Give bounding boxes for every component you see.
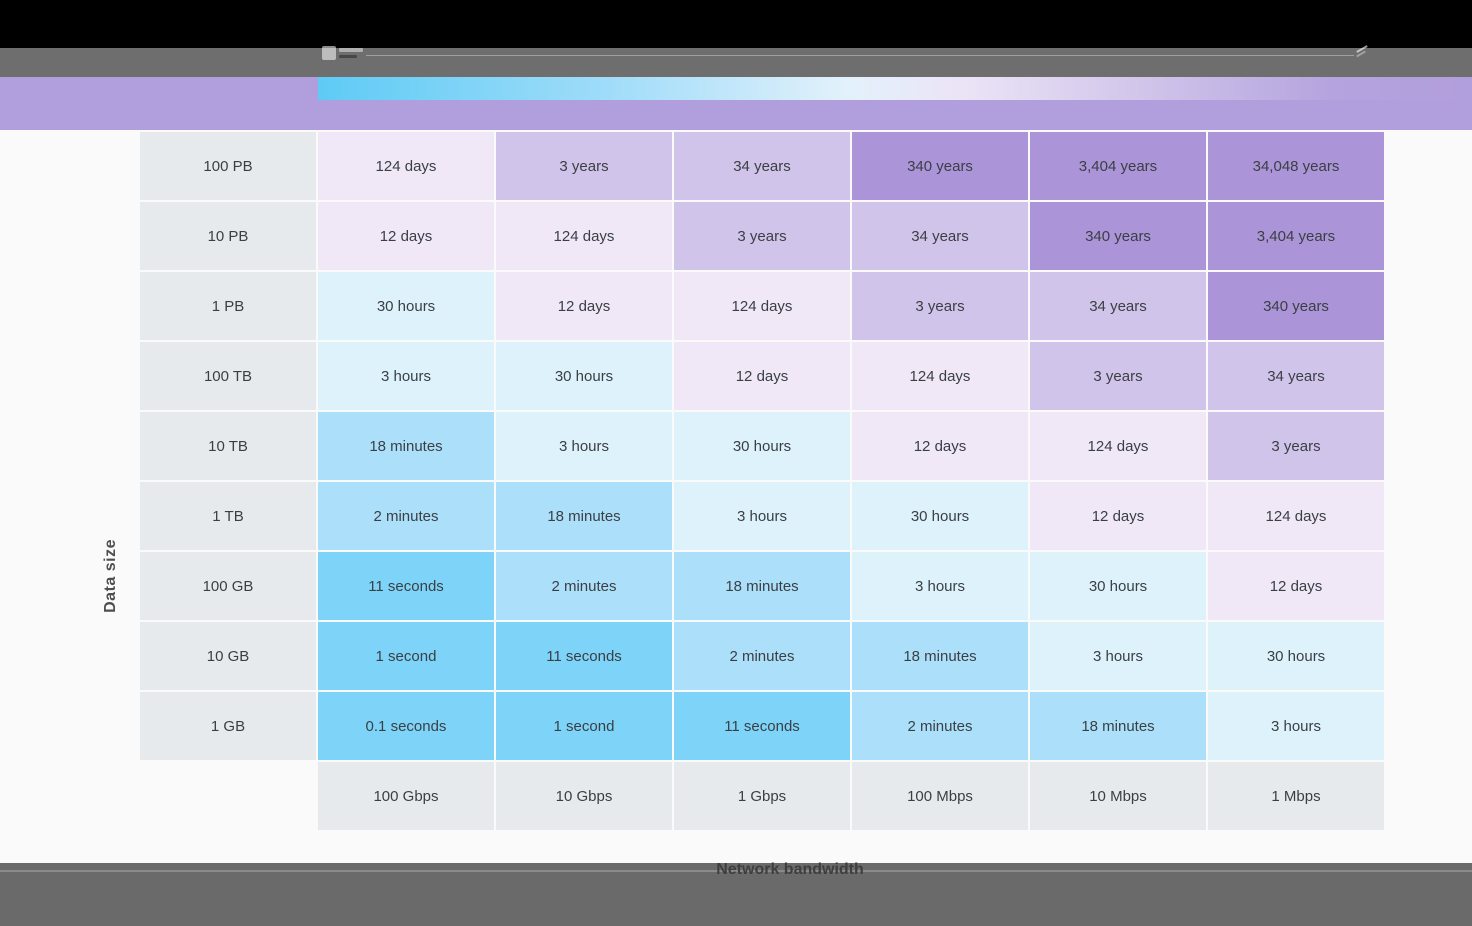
matrix-cell: 3 years (852, 272, 1028, 340)
row-label: 1 PB (140, 272, 316, 340)
matrix-cell: 11 seconds (318, 552, 494, 620)
matrix-cell: 11 seconds (496, 622, 672, 690)
matrix-cell: 34 years (674, 132, 850, 200)
row-label: 100 PB (140, 132, 316, 200)
row-label: 10 TB (140, 412, 316, 480)
column-label: 100 Gbps (318, 762, 494, 830)
matrix-cell: 124 days (852, 342, 1028, 410)
matrix-cell: 34,048 years (1208, 132, 1384, 200)
matrix-cell: 3 hours (852, 552, 1028, 620)
column-label: 1 Gbps (674, 762, 850, 830)
toolbar-divider (366, 55, 1354, 56)
column-label: 100 Mbps (852, 762, 1028, 830)
toolbar-glyph (339, 48, 363, 52)
matrix-cell: 12 days (674, 342, 850, 410)
y-axis-label-text: Data size (102, 539, 119, 613)
matrix-cell: 124 days (496, 202, 672, 270)
matrix-cell: 2 minutes (318, 482, 494, 550)
matrix-cell: 30 hours (674, 412, 850, 480)
row-label: 10 GB (140, 622, 316, 690)
matrix-cell: 1 second (496, 692, 672, 760)
y-axis-label: Data size (84, 532, 138, 620)
titlebar (0, 0, 1472, 48)
matrix-cell: 3,404 years (1030, 132, 1206, 200)
matrix-cell: 11 seconds (674, 692, 850, 760)
matrix-cell: 34 years (1030, 272, 1206, 340)
matrix-cell: 340 years (1208, 272, 1384, 340)
matrix-cell: 12 days (496, 272, 672, 340)
slide-canvas: Data size 100 PB 124 days 3 years 34 years 3… (0, 130, 1472, 863)
matrix-cell: 30 hours (1208, 622, 1384, 690)
matrix-cell: 3 hours (1208, 692, 1384, 760)
column-label: 10 Gbps (496, 762, 672, 830)
toolbar-glyph (322, 46, 336, 60)
matrix-cell: 3 hours (1030, 622, 1206, 690)
matrix-cell: 3 years (1030, 342, 1206, 410)
column-label: 1 Mbps (1208, 762, 1384, 830)
matrix-cell: 2 minutes (852, 692, 1028, 760)
matrix-cell: 3 hours (496, 412, 672, 480)
matrix-cell: 12 days (1030, 482, 1206, 550)
footer-divider (0, 870, 1472, 872)
matrix-cell: 3,404 years (1208, 202, 1384, 270)
footer: Network bandwidth (0, 861, 1472, 926)
row-label: 10 PB (140, 202, 316, 270)
matrix-cell: 340 years (1030, 202, 1206, 270)
matrix-cell: 34 years (852, 202, 1028, 270)
toolbar (0, 46, 1472, 77)
matrix-cell: 340 years (852, 132, 1028, 200)
matrix-cell: 3 hours (674, 482, 850, 550)
matrix-cell: 18 minutes (674, 552, 850, 620)
matrix-cell: 12 days (1208, 552, 1384, 620)
legend-gradient (318, 77, 1472, 100)
matrix-cell: 3 hours (318, 342, 494, 410)
row-label: 1 TB (140, 482, 316, 550)
matrix-cell: 30 hours (852, 482, 1028, 550)
matrix-cell: 124 days (318, 132, 494, 200)
matrix-cell: 12 days (852, 412, 1028, 480)
matrix-cell: 18 minutes (1030, 692, 1206, 760)
matrix-cell: 18 minutes (852, 622, 1028, 690)
matrix-cell: 30 hours (496, 342, 672, 410)
x-axis-label: Network bandwidth (716, 861, 864, 878)
matrix-cell: 0.1 seconds (318, 692, 494, 760)
column-label: 10 Mbps (1030, 762, 1206, 830)
matrix-cell: 2 minutes (674, 622, 850, 690)
matrix-cell: 3 years (1208, 412, 1384, 480)
matrix-cell: 2 minutes (496, 552, 672, 620)
matrix-cell: 124 days (1030, 412, 1206, 480)
toolbar-handle-icon[interactable] (1354, 46, 1370, 58)
row-label: 100 GB (140, 552, 316, 620)
matrix-cell: 18 minutes (496, 482, 672, 550)
matrix-cell: 3 years (496, 132, 672, 200)
matrix-cell: 124 days (1208, 482, 1384, 550)
corner-spacer (140, 762, 316, 830)
matrix-cell: 34 years (1208, 342, 1384, 410)
transfer-matrix: 100 PB 124 days 3 years 34 years 340 years 3,… (140, 132, 1384, 830)
matrix-cell: 12 days (318, 202, 494, 270)
matrix-cell: 30 hours (318, 272, 494, 340)
row-label: 1 GB (140, 692, 316, 760)
legend-band (0, 77, 1472, 130)
matrix-cell: 124 days (674, 272, 850, 340)
matrix-cell: 1 second (318, 622, 494, 690)
matrix-cell: 18 minutes (318, 412, 494, 480)
toolbar-glyph (339, 55, 357, 58)
matrix-cell: 3 years (674, 202, 850, 270)
toolbar-menu-icon (322, 44, 366, 68)
matrix-cell: 30 hours (1030, 552, 1206, 620)
row-label: 100 TB (140, 342, 316, 410)
